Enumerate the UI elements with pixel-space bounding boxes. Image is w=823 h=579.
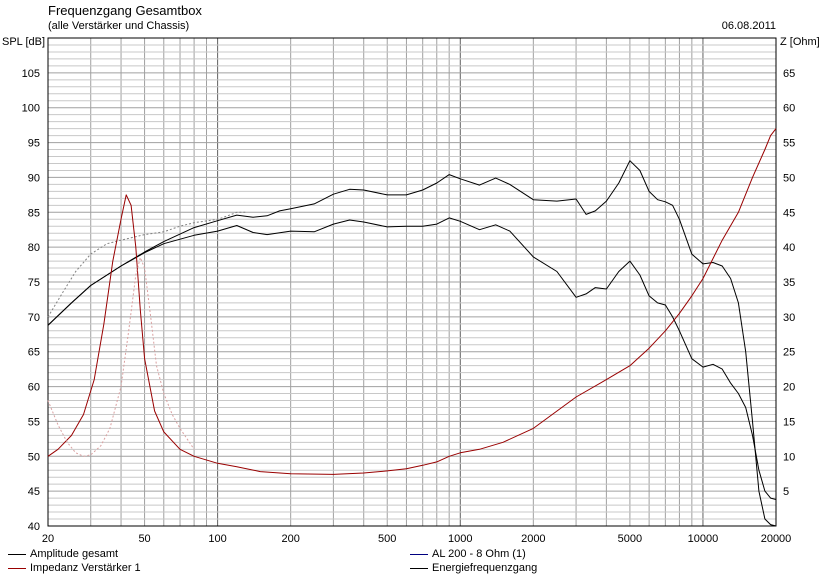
legend-label: AL 200 - 8 Ohm (1)	[432, 548, 526, 560]
y-tick-label-right: 40	[783, 242, 795, 254]
y-tick-label-left: 105	[22, 68, 40, 80]
y-tick-label-left: 65	[28, 347, 40, 359]
legend-item-impedance: Impedanz Verstärker 1	[8, 562, 141, 574]
x-tick-label: 100	[208, 533, 226, 545]
legend-item-amplitude: Amplitude gesamt	[8, 548, 118, 560]
y-tick-label-right: 65	[783, 68, 795, 80]
legend-swatch	[410, 567, 428, 569]
y-tick-label-left: 40	[28, 521, 40, 533]
legend-swatch	[410, 553, 428, 555]
y-tick-label-left: 70	[28, 312, 40, 324]
plot-frame	[47, 37, 777, 527]
y-tick-label-left: 100	[22, 103, 40, 115]
y-tick-label-left: 45	[28, 486, 40, 498]
y-tick-label-right: 50	[783, 172, 795, 184]
y-tick-label-right: 15	[783, 416, 795, 428]
series-line-2	[47, 211, 246, 318]
x-tick-label: 20000	[761, 533, 792, 545]
y-axis-right: 5 10 15 20 25 30 35 40 45 50 55 60 65	[783, 68, 795, 498]
y-tick-label-right: 10	[783, 451, 795, 463]
legend-swatch	[8, 567, 26, 569]
legend-item-energy: Energiefrequenzgang	[410, 562, 537, 574]
chart-subtitle: (alle Verstärker und Chassis)	[48, 20, 190, 32]
chart-title: Frequenzgang Gesamtbox	[48, 3, 202, 18]
y-tick-label-right: 60	[783, 103, 795, 115]
x-tick-label: 1000	[448, 533, 472, 545]
x-tick-label: 5000	[618, 533, 642, 545]
y-tick-label-right: 45	[783, 207, 795, 219]
y-axis-left: 40 45 50 55 60 65 70 75 80 85 90 95 100 105	[22, 68, 40, 533]
y-tick-label-right: 35	[783, 277, 795, 289]
legend-label: Impedanz Verstärker 1	[30, 562, 141, 574]
y-axis-left-label: SPL [dB]	[2, 36, 46, 48]
x-tick-label: 500	[378, 533, 396, 545]
y-tick-label-left: 75	[28, 277, 40, 289]
y-tick-label-right: 5	[783, 486, 789, 498]
y-tick-label-left: 60	[28, 382, 40, 394]
legend-label: Energiefrequenzgang	[432, 562, 538, 574]
chart-date: 06.08.2011	[721, 20, 776, 32]
y-tick-label-right: 30	[783, 312, 795, 324]
y-tick-label-left: 80	[28, 242, 40, 254]
legend-swatch	[8, 553, 26, 555]
x-axis: 20 50 100 200 500 1000 2000 5000 10000 20000	[42, 533, 791, 545]
y-tick-label-left: 95	[28, 138, 40, 150]
series-line-4	[47, 257, 195, 457]
legend-label: Amplitude gesamt	[30, 548, 119, 560]
y-tick-label-left: 55	[28, 416, 40, 428]
y-tick-label-right: 55	[783, 138, 795, 150]
y-axis-right-label: Z [Ohm]	[780, 36, 820, 48]
y-tick-label-left: 85	[28, 207, 40, 219]
series-line-1	[47, 160, 777, 527]
series-group	[47, 128, 777, 527]
y-tick-label-left: 90	[28, 172, 40, 184]
y-tick-label-right: 25	[783, 347, 795, 359]
series-line-0	[47, 217, 777, 500]
x-tick-label: 10000	[688, 533, 719, 545]
x-tick-label: 20	[42, 533, 54, 545]
x-tick-label: 2000	[521, 533, 545, 545]
y-tick-label-left: 50	[28, 451, 40, 463]
grid	[47, 38, 777, 526]
x-tick-label: 50	[138, 533, 150, 545]
legend-item-al200: AL 200 - 8 Ohm (1)	[410, 548, 526, 560]
x-tick-label: 200	[281, 533, 299, 545]
series-line-3	[47, 128, 777, 475]
y-tick-label-right: 20	[783, 382, 795, 394]
